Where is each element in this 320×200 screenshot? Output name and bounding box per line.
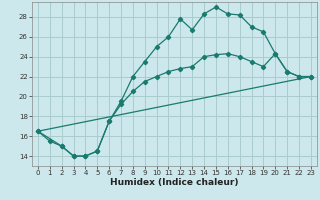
X-axis label: Humidex (Indice chaleur): Humidex (Indice chaleur) [110,178,239,187]
